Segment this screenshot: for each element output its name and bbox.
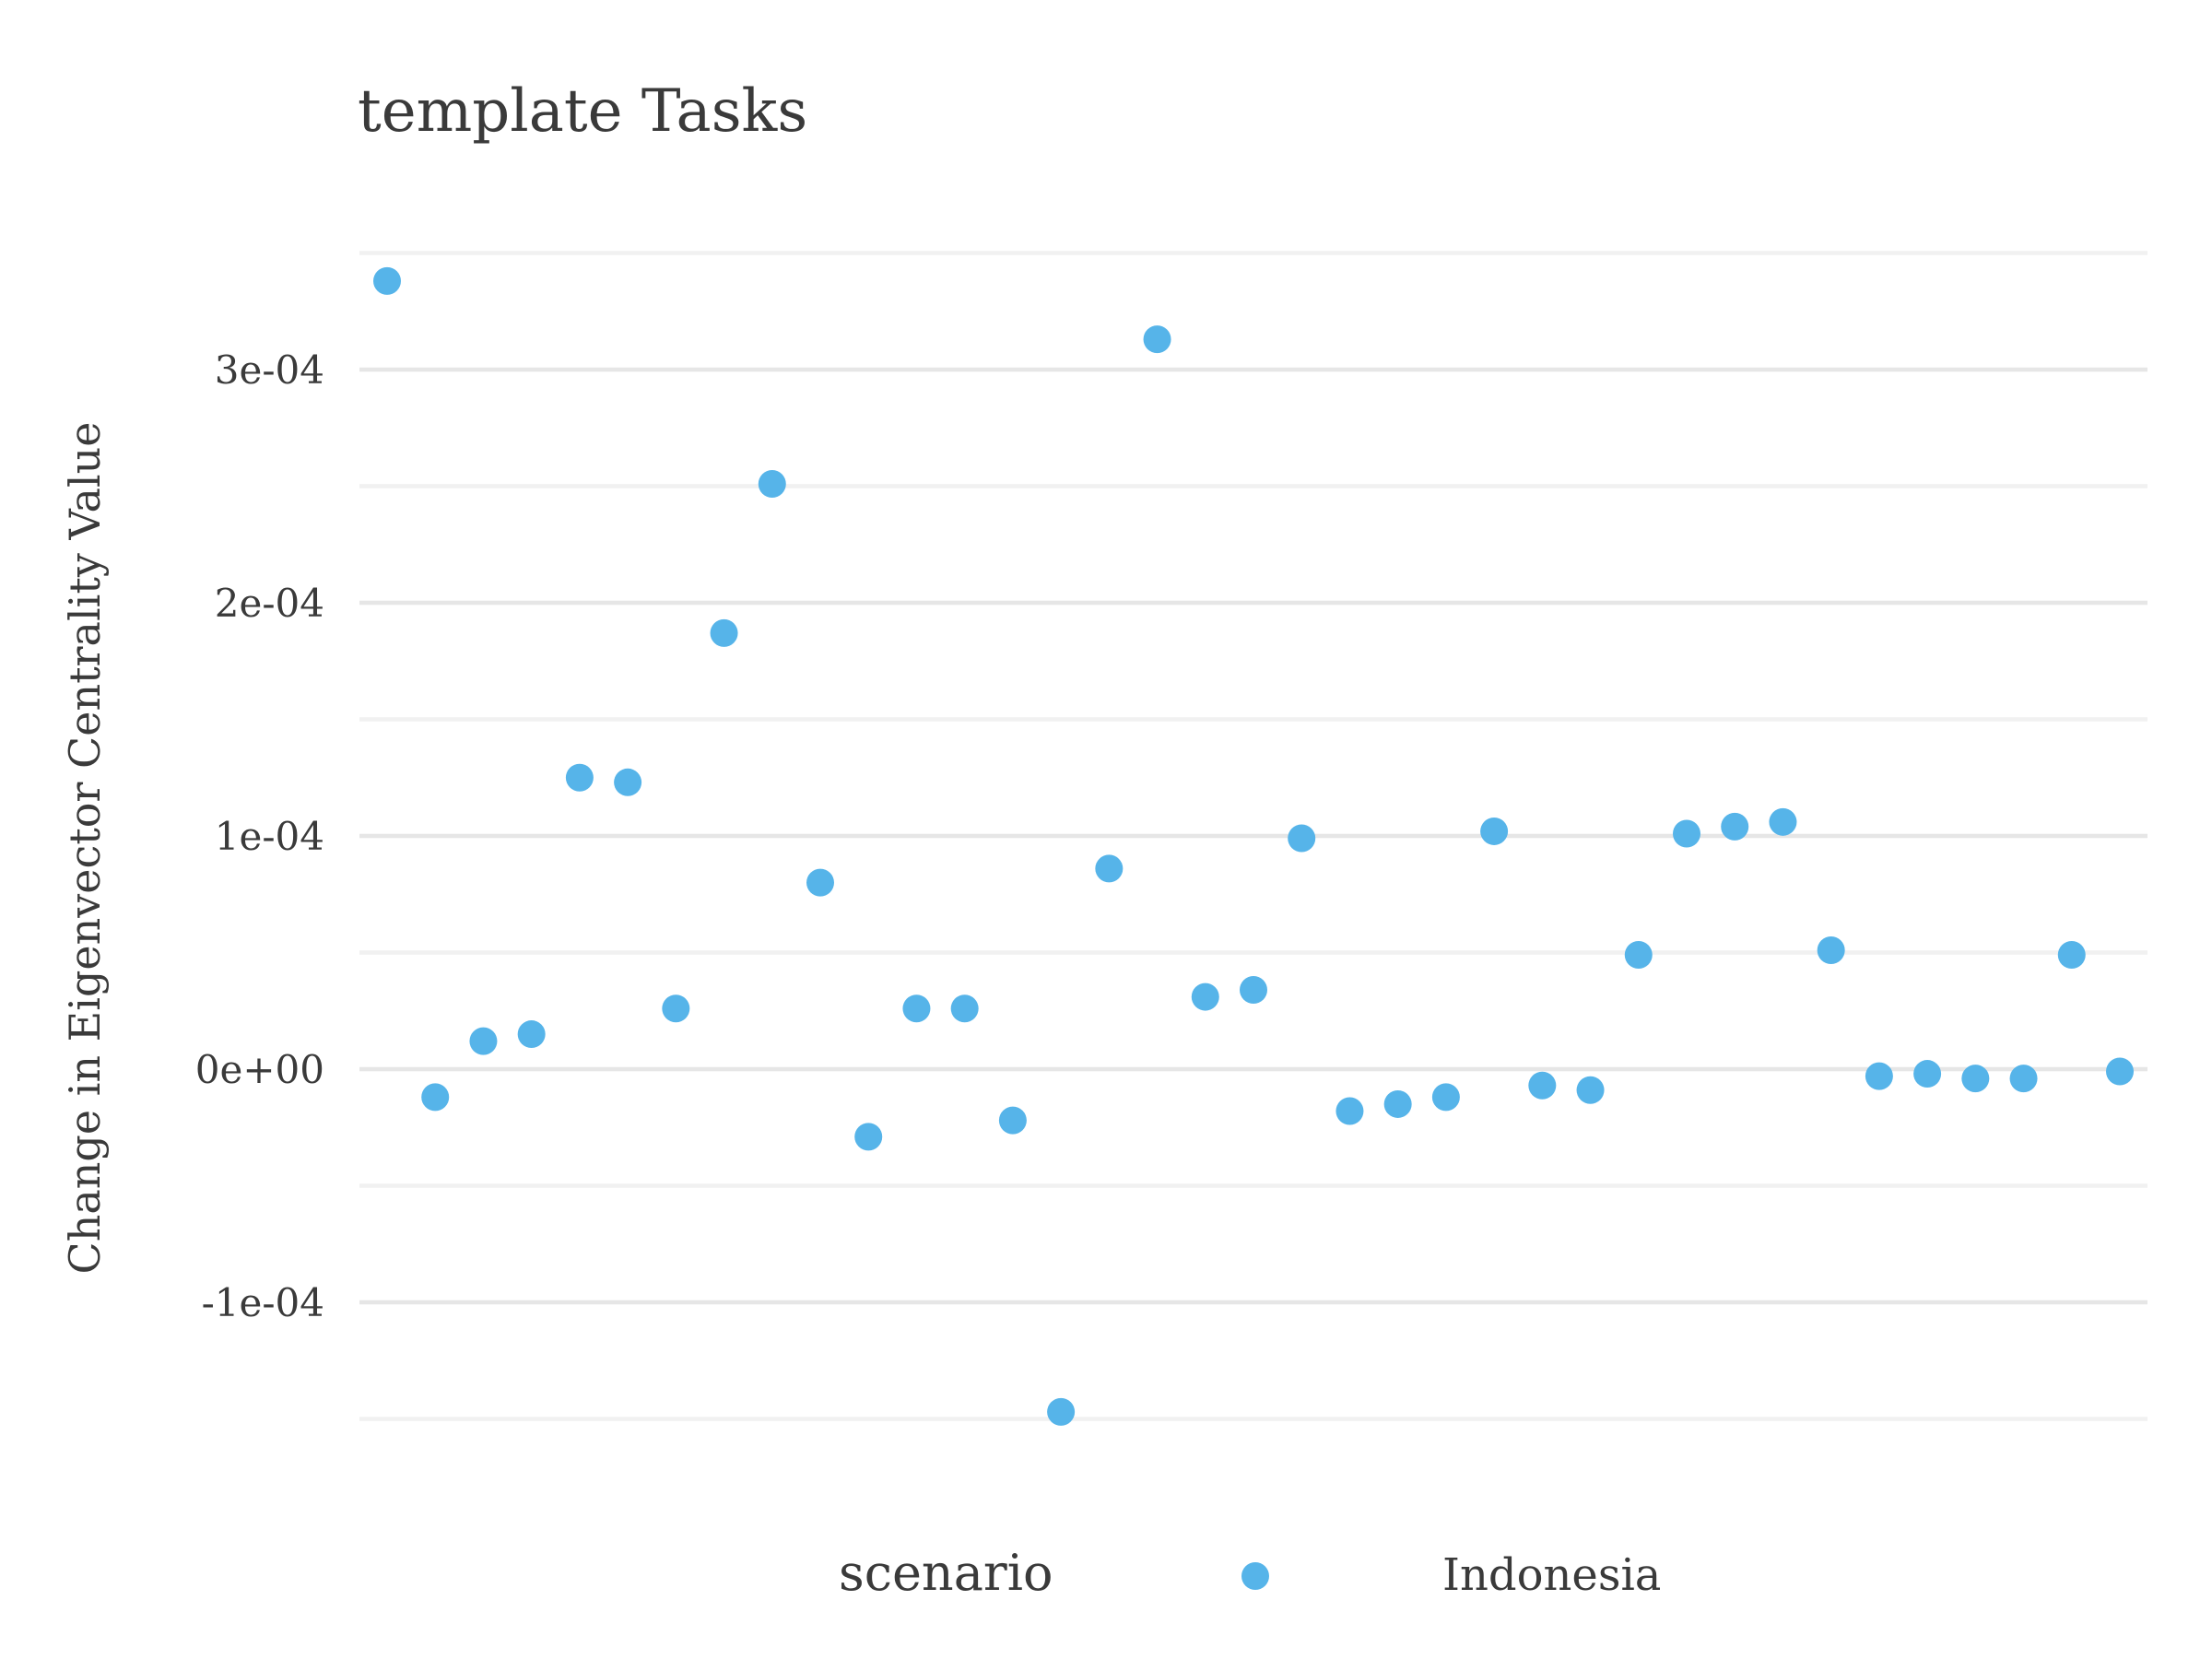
data-point (758, 469, 786, 498)
legend-title: scenario (839, 1544, 1053, 1602)
data-point (1576, 1076, 1605, 1104)
data-point (421, 1083, 450, 1112)
y-tick-label: 3e-04 (215, 347, 324, 393)
data-point (565, 763, 594, 792)
data-points (373, 266, 2134, 1426)
chart-title: template Tasks (358, 77, 807, 146)
legend: scenario Indonesia (839, 1544, 1661, 1602)
data-point (2009, 1065, 2038, 1093)
y-tick-label: 2e-04 (215, 581, 324, 626)
grid-layer (359, 251, 2147, 1421)
data-point (1769, 807, 1797, 836)
y-tick-labels: -1e-04 0e+00 1e-04 2e-04 3e-04 (195, 347, 324, 1325)
data-point (517, 1020, 546, 1049)
data-point (1721, 812, 1749, 841)
data-point (1383, 1089, 1412, 1118)
data-point (806, 868, 834, 897)
data-point (1913, 1060, 1942, 1088)
y-tick-label: -1e-04 (202, 1280, 324, 1325)
y-axis-label: Change in Eigenvector Centrality Value (60, 422, 110, 1275)
data-point (1961, 1065, 1990, 1093)
y-tick-label: 1e-04 (215, 814, 324, 859)
y-tick-label: 0e+00 (195, 1047, 324, 1092)
data-point (1431, 1083, 1460, 1112)
data-point (1865, 1062, 1893, 1090)
data-point (469, 1027, 498, 1055)
data-point (2057, 941, 2086, 970)
data-point (1673, 819, 1700, 848)
data-point (1240, 975, 1267, 1004)
data-point (1047, 1397, 1076, 1426)
data-point (1288, 824, 1316, 853)
data-point (710, 618, 738, 647)
data-point (662, 994, 690, 1023)
data-point (2106, 1057, 2134, 1086)
data-point (373, 266, 401, 295)
data-point (1624, 941, 1653, 970)
data-point (854, 1123, 883, 1151)
data-point (902, 994, 931, 1023)
data-point (1335, 1097, 1364, 1125)
data-point (1191, 982, 1219, 1011)
data-point (1817, 935, 1845, 964)
data-point (1528, 1071, 1557, 1100)
data-point (950, 994, 979, 1023)
data-point (1143, 325, 1171, 354)
data-point (998, 1106, 1027, 1135)
legend-swatch-indonesia (1241, 1562, 1269, 1590)
data-point (614, 768, 642, 796)
data-point (1480, 817, 1509, 845)
data-point (1095, 854, 1124, 883)
legend-label-indonesia: Indonesia (1442, 1549, 1661, 1601)
